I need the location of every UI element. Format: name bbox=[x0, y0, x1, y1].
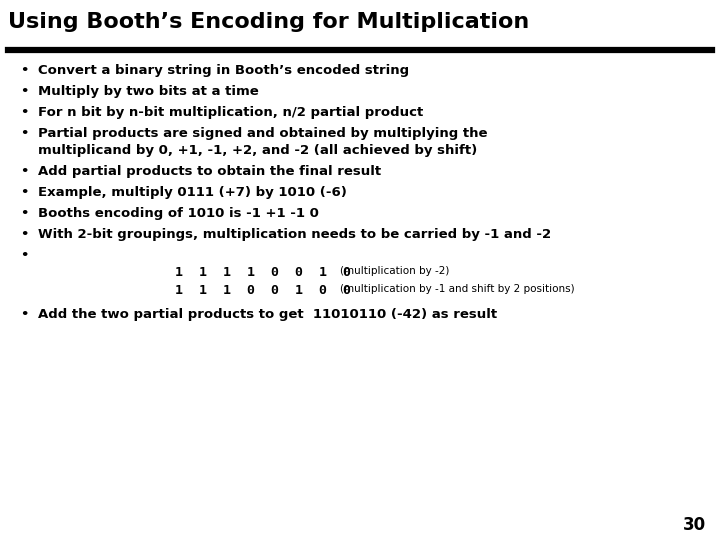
Text: 1  1  1  1  0  0  1  0: 1 1 1 1 0 0 1 0 bbox=[175, 266, 351, 279]
Text: •: • bbox=[20, 249, 28, 262]
Text: •: • bbox=[20, 106, 28, 119]
Text: •: • bbox=[20, 85, 28, 98]
Text: Partial products are signed and obtained by multiplying the: Partial products are signed and obtained… bbox=[38, 127, 487, 140]
Text: •: • bbox=[20, 165, 28, 178]
Text: Using Booth’s Encoding for Multiplication: Using Booth’s Encoding for Multiplicatio… bbox=[8, 12, 529, 32]
Text: With 2-bit groupings, multiplication needs to be carried by -1 and -2: With 2-bit groupings, multiplication nee… bbox=[38, 228, 551, 241]
Text: (multiplication by -1 and shift by 2 positions): (multiplication by -1 and shift by 2 pos… bbox=[340, 284, 575, 294]
Text: •: • bbox=[20, 228, 28, 241]
Text: 1  1  1  0  0  1  0  0: 1 1 1 0 0 1 0 0 bbox=[175, 284, 351, 297]
Text: (multiplication by -2): (multiplication by -2) bbox=[340, 266, 449, 276]
Text: multiplicand by 0, +1, -1, +2, and -2 (all achieved by shift): multiplicand by 0, +1, -1, +2, and -2 (a… bbox=[38, 144, 477, 157]
Text: For n bit by n-bit multiplication, n/2 partial product: For n bit by n-bit multiplication, n/2 p… bbox=[38, 106, 423, 119]
Text: Convert a binary string in Booth’s encoded string: Convert a binary string in Booth’s encod… bbox=[38, 64, 409, 77]
Text: Add partial products to obtain the final result: Add partial products to obtain the final… bbox=[38, 165, 381, 178]
Text: Example, multiply 0111 (+7) by 1010 (-6): Example, multiply 0111 (+7) by 1010 (-6) bbox=[38, 186, 347, 199]
Text: •: • bbox=[20, 308, 28, 321]
Text: Multiply by two bits at a time: Multiply by two bits at a time bbox=[38, 85, 258, 98]
Text: 30: 30 bbox=[683, 516, 706, 534]
Text: Booths encoding of 1010 is -1 +1 -1 0: Booths encoding of 1010 is -1 +1 -1 0 bbox=[38, 207, 319, 220]
Text: •: • bbox=[20, 127, 28, 140]
Text: Add the two partial products to get  11010110 (-42) as result: Add the two partial products to get 1101… bbox=[38, 308, 497, 321]
Text: •: • bbox=[20, 186, 28, 199]
Text: •: • bbox=[20, 207, 28, 220]
Text: •: • bbox=[20, 64, 28, 77]
